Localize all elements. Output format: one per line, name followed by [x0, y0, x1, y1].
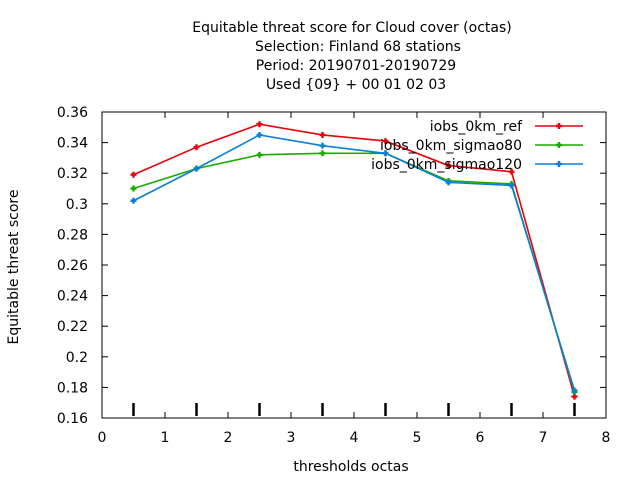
y-tick-label: 0.2: [66, 350, 88, 366]
axis-ticks: [101, 111, 607, 419]
y-tick-label: 0.18: [57, 380, 88, 396]
y-tick-label: 0.22: [57, 319, 88, 335]
data-point: [256, 131, 263, 138]
y-tick-label: 0.28: [57, 227, 88, 243]
title-line-1: Equitable threat score for Cloud cover (…: [192, 20, 511, 36]
y-tick-label: 0.36: [57, 105, 88, 121]
data-point: [130, 197, 137, 204]
data-point: [319, 142, 326, 149]
series-line: [133, 123, 576, 397]
data-point: [319, 131, 326, 138]
legend-marker: [556, 123, 562, 129]
x-tick-label: 1: [161, 430, 170, 446]
data-point: [382, 150, 389, 157]
data-point: [130, 185, 137, 192]
y-tick-label: 0.26: [57, 258, 88, 274]
series-layer: [130, 121, 578, 400]
title-line-4: Used {09} + 00 01 02 03: [266, 77, 446, 93]
legend-label: iobs_0km_ref: [430, 119, 523, 135]
title-line-3: Period: 20190701-20190729: [256, 58, 456, 74]
x-axis-label: thresholds octas: [293, 459, 408, 475]
y-tick-label: 0.16: [57, 411, 88, 427]
data-point: [256, 121, 263, 128]
legend-marker: [556, 142, 562, 148]
legend: iobs_0km_ref iobs_0km_sigmao80 iobs_0km_si…: [371, 119, 583, 173]
data-point: [130, 171, 137, 178]
y-tick-label: 0.34: [57, 136, 88, 152]
y-tick-label: 0.24: [57, 289, 88, 305]
y-axis-label: Equitable threat score: [6, 190, 22, 345]
title-line-2: Selection: Finland 68 stations: [255, 39, 461, 55]
legend-marker: [556, 161, 562, 167]
data-point: [445, 179, 452, 186]
y-tick-label: 0.3: [66, 197, 88, 213]
x-tick-label: 8: [602, 430, 611, 446]
x-tick-label: 2: [224, 430, 233, 446]
data-point: [382, 138, 389, 145]
data-point: [508, 182, 515, 189]
sample-markers: [132, 403, 576, 416]
data-point: [571, 387, 578, 394]
x-tick-label: 3: [287, 430, 296, 446]
chart-title: Equitable threat score for Cloud cover (…: [192, 20, 511, 93]
data-point: [445, 162, 452, 169]
data-point: [319, 150, 326, 157]
plot-frame: [101, 111, 607, 419]
axis-tick-labels: 0 1 2 3 4 5 6 7 8 0.16 0.18 0.2 0.22 0.24 0.26 0.28 0.3 0…: [57, 105, 611, 446]
data-point: [193, 144, 200, 151]
legend-label: iobs_0km_sigmao80: [380, 138, 522, 154]
series-line: [133, 152, 576, 393]
series-iobs_0km_sigmao120: [130, 131, 578, 394]
x-tick-label: 7: [539, 430, 548, 446]
x-tick-label: 6: [476, 430, 485, 446]
legend-label: iobs_0km_sigmao120: [371, 157, 522, 173]
x-tick-label: 0: [98, 430, 107, 446]
data-point: [193, 165, 200, 172]
x-tick-label: 5: [413, 430, 422, 446]
x-tick-label: 4: [350, 430, 359, 446]
series-line: [133, 134, 576, 391]
data-point: [508, 168, 515, 175]
y-tick-label: 0.32: [57, 166, 88, 182]
data-point: [256, 151, 263, 158]
